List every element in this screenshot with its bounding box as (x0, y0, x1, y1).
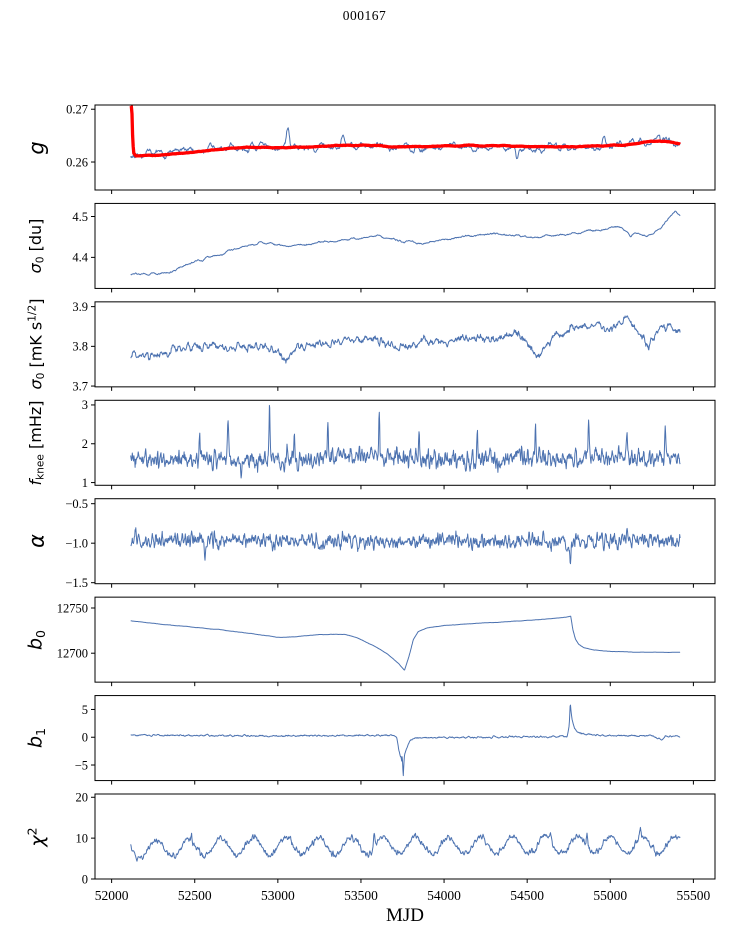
y-tick-label: −1.5 (65, 576, 88, 590)
axes-frame (94, 695, 716, 782)
y-tick-label: 2 (82, 437, 88, 451)
subplot-b1: −5 0 5 (75, 695, 716, 785)
subplot-fknee: 1 2 3 (82, 398, 716, 490)
subplot-sigma0-du: 4.4 4.5 (72, 202, 716, 293)
ylabel-b0: b0 (24, 629, 48, 650)
series-g-smoothed (129, 105, 682, 158)
x-tick-label: 54500 (510, 888, 544, 903)
subplot-alpha: −1.5 −1.0 −0.5 (65, 497, 716, 590)
y-tick-label: −5 (75, 758, 88, 772)
ylabel-fknee: fknee [mHz] (25, 400, 47, 486)
ylabel-chi2: χ2 (24, 826, 49, 847)
axes-frame (94, 793, 716, 880)
series-b0 (130, 615, 681, 671)
ylabel-sigma0-mks: σ0 [mK s1/2] (26, 298, 47, 390)
y-tick-label: 3.7 (72, 379, 88, 393)
series-b1 (130, 704, 681, 777)
y-tick-label: 10 (76, 831, 89, 845)
y-tick-label: 12700 (57, 647, 88, 661)
y-tick-label: 1 (82, 476, 88, 490)
ylabel-sigma0-du: σ0 [du] (25, 218, 47, 274)
x-tick-label: 55500 (677, 888, 711, 903)
x-tick-label: 53000 (261, 888, 295, 903)
series-chi2 (130, 826, 681, 862)
axes-frame (94, 202, 716, 289)
x-tick-label: 55000 (593, 888, 627, 903)
y-tick-label: 0.26 (66, 155, 88, 169)
y-tick-label: 3.8 (72, 340, 88, 354)
y-tick-label: 0 (82, 872, 88, 886)
x-axis-label: MJD (385, 905, 424, 926)
series-sigma0-mks (130, 315, 681, 364)
figure-title: 000167 (342, 8, 387, 23)
x-tick-label: 54000 (427, 888, 461, 903)
y-tick-label: 4.5 (72, 210, 88, 224)
y-tick-label: 5 (82, 703, 88, 717)
series-g-raw (130, 127, 681, 160)
y-tick-label: 3 (82, 398, 88, 412)
subplot-b0: 12700 12750 (57, 596, 716, 687)
y-tick-label: 20 (76, 791, 89, 805)
y-tick-label: 0.27 (66, 103, 88, 117)
axes-frame (94, 399, 716, 486)
ylabel-g: g (24, 140, 49, 155)
subplot-sigma0-mks: 3.7 3.8 3.9 (72, 300, 716, 393)
subplot-g: 0.26 0.27 (66, 103, 716, 194)
y-tick-label: 0 (82, 731, 88, 745)
axes-frame (94, 104, 716, 191)
y-tick-label: 4.4 (72, 251, 88, 265)
ylabel-alpha: α (24, 534, 49, 549)
x-tick-label: 52000 (95, 888, 129, 903)
series-alpha (130, 527, 681, 565)
ylabel-b1: b1 (24, 728, 48, 749)
y-tick-label: −1.0 (65, 536, 88, 550)
series-sigma0-du (130, 210, 681, 276)
y-tick-label: −0.5 (65, 497, 88, 511)
subplot-chi2: 0 10 20 52000 52500 53000 53500 54000 54500 55000… (76, 791, 716, 903)
y-tick-label: 3.9 (72, 300, 88, 314)
x-tick-label: 52500 (178, 888, 212, 903)
axes-frame (94, 301, 716, 388)
axes-frame (94, 498, 716, 585)
x-tick-label: 53500 (344, 888, 378, 903)
series-fknee (130, 404, 681, 479)
y-tick-label: 12750 (57, 601, 88, 615)
axes-frame (94, 596, 716, 683)
